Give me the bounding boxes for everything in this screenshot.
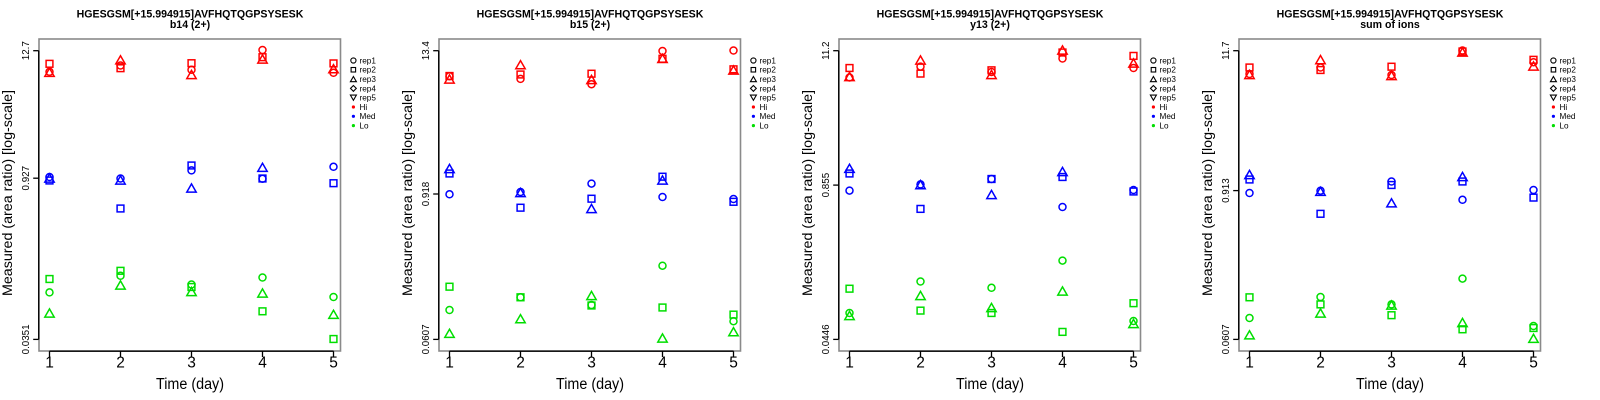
svg-text:rep1: rep1 [360,56,377,65]
svg-text:HGESGSM[+15.994915]AVFHQTQGPSY: HGESGSM[+15.994915]AVFHQTQGPSYSESK [477,8,704,20]
svg-text:Med: Med [1160,112,1176,121]
svg-text:rep4: rep4 [360,84,377,93]
svg-text:rep3: rep3 [1160,75,1177,84]
svg-text:2: 2 [516,355,525,372]
svg-text:1: 1 [445,355,454,372]
svg-text:Lo: Lo [360,122,370,131]
svg-text:rep3: rep3 [760,75,777,84]
svg-text:rep5: rep5 [1160,94,1177,103]
svg-text:Measured (area ratio) [log-sca: Measured (area ratio) [log-scale] [400,90,415,296]
svg-text:5: 5 [1129,355,1138,372]
svg-text:Lo: Lo [1560,122,1570,131]
svg-text:3: 3 [187,355,196,372]
svg-text:Measured (area ratio) [log-sca: Measured (area ratio) [log-scale] [800,90,815,296]
svg-text:1: 1 [45,355,54,372]
svg-text:rep1: rep1 [1160,56,1177,65]
svg-text:3: 3 [1387,355,1396,372]
svg-text:2: 2 [916,355,925,372]
svg-text:0.927: 0.927 [21,166,32,191]
svg-text:rep1: rep1 [1560,56,1577,65]
svg-text:4: 4 [658,355,667,372]
svg-text:4: 4 [1058,355,1067,372]
svg-text:0.918: 0.918 [421,181,432,206]
svg-text:Time (day): Time (day) [156,376,224,393]
svg-text:13.4: 13.4 [421,41,432,61]
svg-text:1: 1 [1245,355,1254,372]
svg-text:5: 5 [1529,355,1538,372]
svg-text:rep5: rep5 [1560,94,1577,103]
svg-text:5: 5 [329,355,338,372]
svg-text:Med: Med [1560,112,1576,121]
svg-text:HGESGSM[+15.994915]AVFHQTQGPSY: HGESGSM[+15.994915]AVFHQTQGPSYSESK [1277,8,1504,20]
svg-text:rep2: rep2 [1560,66,1577,75]
svg-text:Hi: Hi [760,103,768,112]
svg-text:b14 (2+): b14 (2+) [170,19,210,31]
svg-text:rep4: rep4 [760,84,777,93]
svg-text:3: 3 [987,355,996,372]
svg-text:0.0351: 0.0351 [21,324,32,354]
svg-text:Time (day): Time (day) [556,376,624,393]
svg-text:rep5: rep5 [760,94,777,103]
svg-text:3: 3 [587,355,596,372]
svg-text:1: 1 [845,355,854,372]
svg-text:2: 2 [116,355,125,372]
svg-text:Hi: Hi [1160,103,1168,112]
svg-text:rep1: rep1 [760,56,777,65]
svg-text:4: 4 [258,355,267,372]
svg-text:rep4: rep4 [1160,84,1177,93]
svg-text:Measured (area ratio) [log-sca: Measured (area ratio) [log-scale] [1200,90,1215,296]
svg-text:rep2: rep2 [1160,66,1177,75]
svg-text:11.2: 11.2 [821,42,832,60]
svg-text:rep3: rep3 [360,75,377,84]
svg-text:rep2: rep2 [360,66,377,75]
svg-text:Lo: Lo [760,122,770,131]
svg-text:0.0446: 0.0446 [821,324,832,355]
svg-text:HGESGSM[+15.994915]AVFHQTQGPSY: HGESGSM[+15.994915]AVFHQTQGPSYSESK [877,8,1104,20]
svg-text:12.7: 12.7 [21,41,32,60]
svg-text:Hi: Hi [360,103,368,112]
svg-text:4: 4 [1458,355,1467,372]
svg-text:Measured (area ratio) [log-sca: Measured (area ratio) [log-scale] [0,90,15,296]
svg-text:rep2: rep2 [760,66,777,75]
svg-text:11.7: 11.7 [1221,42,1232,60]
svg-text:Time (day): Time (day) [1356,376,1424,393]
svg-text:0.0607: 0.0607 [421,324,432,354]
svg-text:0.0607: 0.0607 [1221,324,1232,354]
svg-text:Med: Med [360,112,376,121]
svg-text:sum of ions: sum of ions [1360,19,1420,31]
svg-text:rep4: rep4 [1560,84,1577,93]
svg-text:b15 (2+): b15 (2+) [570,19,610,31]
svg-text:0.913: 0.913 [1221,178,1232,203]
svg-text:Time (day): Time (day) [956,376,1024,393]
svg-text:0.855: 0.855 [821,172,832,197]
svg-text:Med: Med [760,112,776,121]
svg-text:2: 2 [1316,355,1325,372]
svg-text:5: 5 [729,355,738,372]
svg-text:rep3: rep3 [1560,75,1577,84]
svg-text:HGESGSM[+15.994915]AVFHQTQGPSY: HGESGSM[+15.994915]AVFHQTQGPSYSESK [77,8,304,20]
svg-text:Lo: Lo [1160,122,1170,131]
svg-text:Hi: Hi [1560,103,1568,112]
svg-text:rep5: rep5 [360,94,377,103]
svg-text:y13 (2+): y13 (2+) [970,19,1010,31]
